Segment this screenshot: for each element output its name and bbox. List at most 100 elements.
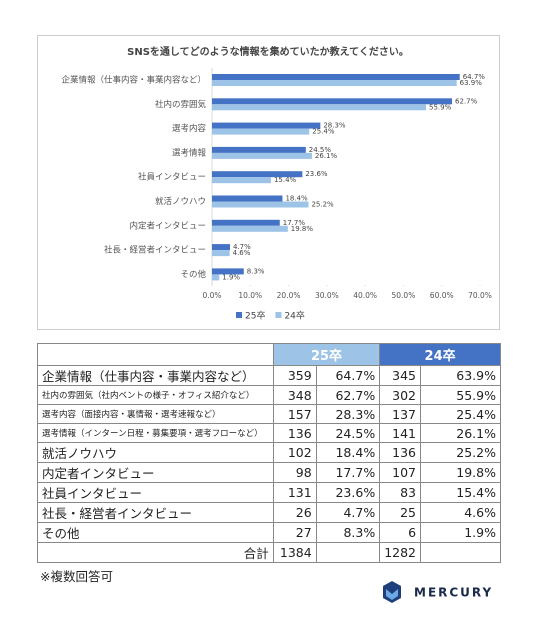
cell: 63.9% [420,365,501,386]
category-label: 内定者インタビュー [129,220,206,231]
value-label: 4.7% [233,243,251,251]
cell: 348 [272,385,317,405]
category-label: 社員インタビュー [138,172,206,183]
total-cell: 1384 [272,542,317,563]
cell: 19.8% [420,462,501,483]
cell: 98 [272,462,317,483]
cell: 17.7% [315,462,381,483]
cell: 25.2% [420,442,501,463]
cell: 4.6% [420,502,501,523]
legend-label: 24卒 [284,310,304,322]
bar [212,104,427,111]
row-label: 社員インタビュー [37,482,274,503]
row-label: 内定者インタビュー [37,462,274,483]
value-label: 19.8% [291,225,314,233]
bar [212,152,312,159]
row-label: 選考情報（インターン日程・募集要項・選考フローなど） [37,423,274,443]
header-cell: 24卒 [379,343,501,366]
cell: 359 [272,365,317,386]
table-row: 社内の雰囲気（社内ベントの様子・オフィス紹介など） 348 62.7% 302 55.9… [37,385,501,405]
legend-swatch [236,312,242,318]
bar [212,195,283,202]
cell: 18.4% [315,442,381,463]
bar [212,201,309,208]
legend-swatch [275,312,282,318]
cell: 25.4% [420,404,501,424]
bar [212,219,280,226]
row-label: 社内の雰囲気（社内ベントの様子・オフィス紹介など） [37,385,274,405]
cell: 8.3% [315,522,381,543]
category-label: 企業情報（仕事内容・事業内容など） [61,75,206,86]
logo-text: MERCURY [414,586,493,600]
cell: 23.6% [315,482,381,503]
bar [212,98,453,105]
value-label: 15.4% [274,176,297,184]
bar [212,177,271,184]
cell: 157 [272,404,317,424]
total-label: 合計 [37,542,274,563]
cell: 24.5% [315,423,381,443]
total-cell: 1282 [379,542,422,563]
chart-title: SNSを通してどのような情報を集めていたか教えてください。 [127,45,409,58]
header-row: 25卒 24卒 [37,343,501,366]
cell: 26 [272,502,317,523]
value-label: 25.2% [311,201,334,209]
x-tick-label: 50.0% [392,291,416,300]
data-table: 25卒 24卒 企業情報（仕事内容・事業内容など） 359 64.7% 345 63.9% 社… [37,343,501,563]
cell: 25 [379,502,422,523]
x-tick-label: 40.0% [353,291,377,300]
cell [420,542,501,563]
bar [212,244,230,251]
value-label: 28.3% [323,122,346,130]
bar [212,268,244,275]
x-tick-label: 20.0% [277,291,301,300]
value-label: 23.6% [305,170,328,178]
value-label: 17.7% [283,219,306,227]
table-row: 就活ノウハウ 102 18.4% 136 25.2% [37,442,501,463]
value-label: 25.4% [312,128,335,136]
table-row: 社長・経営者インタビュー 26 4.7% 25 4.6% [37,502,501,523]
value-label: 24.5% [309,146,332,154]
cell: 26.1% [420,423,501,443]
cell: 27 [272,522,317,543]
logo: MERCURY [383,581,493,603]
cell: 131 [272,482,317,503]
table-row: その他 27 8.3% 6 1.9% [37,522,501,543]
chart-frame [37,35,500,330]
x-tick-label: 70.0% [468,291,492,300]
bar [212,225,288,232]
row-label: 企業情報（仕事内容・事業内容など） [37,365,274,386]
category-label: 社内の雰囲気 [155,99,207,110]
cell: 141 [379,423,422,443]
bar [212,250,230,257]
value-label: 18.4% [285,195,308,203]
cell: 107 [379,462,422,483]
cell: 28.3% [315,404,381,424]
row-label: 社長・経営者インタビュー [37,502,274,523]
value-label: 4.6% [233,249,251,257]
value-label: 63.9% [460,79,483,87]
category-label: その他 [180,269,206,280]
cell: 136 [379,442,422,463]
table-row: 選考内容（面接内容・裏情報・選考速報など） 157 28.3% 137 25.4% [37,404,501,424]
cell: 102 [272,442,317,463]
header-cell: 25卒 [272,343,381,366]
category-label: 選考情報 [172,147,207,158]
value-label: 62.7% [455,97,478,105]
x-tick-label: 0.0% [202,291,221,300]
cell: 137 [379,404,422,424]
bar [212,171,303,178]
logo-icon [383,581,401,603]
total-row: 合計 1384 1282 [37,542,501,563]
value-label: 1.9% [222,273,240,281]
cell: 302 [379,385,422,405]
footnote: ※複数回答可 [40,569,113,584]
cell: 345 [379,365,422,386]
row-label: 選考内容（面接内容・裏情報・選考速報など） [37,404,274,424]
chart: SNSを通してどのような情報を集めていたか教えてください。 0.0% 10.0% 2… [61,45,492,322]
bar [212,274,220,281]
cell: 55.9% [420,385,501,405]
value-label: 64.7% [463,73,486,81]
cell: 64.7% [315,365,381,386]
